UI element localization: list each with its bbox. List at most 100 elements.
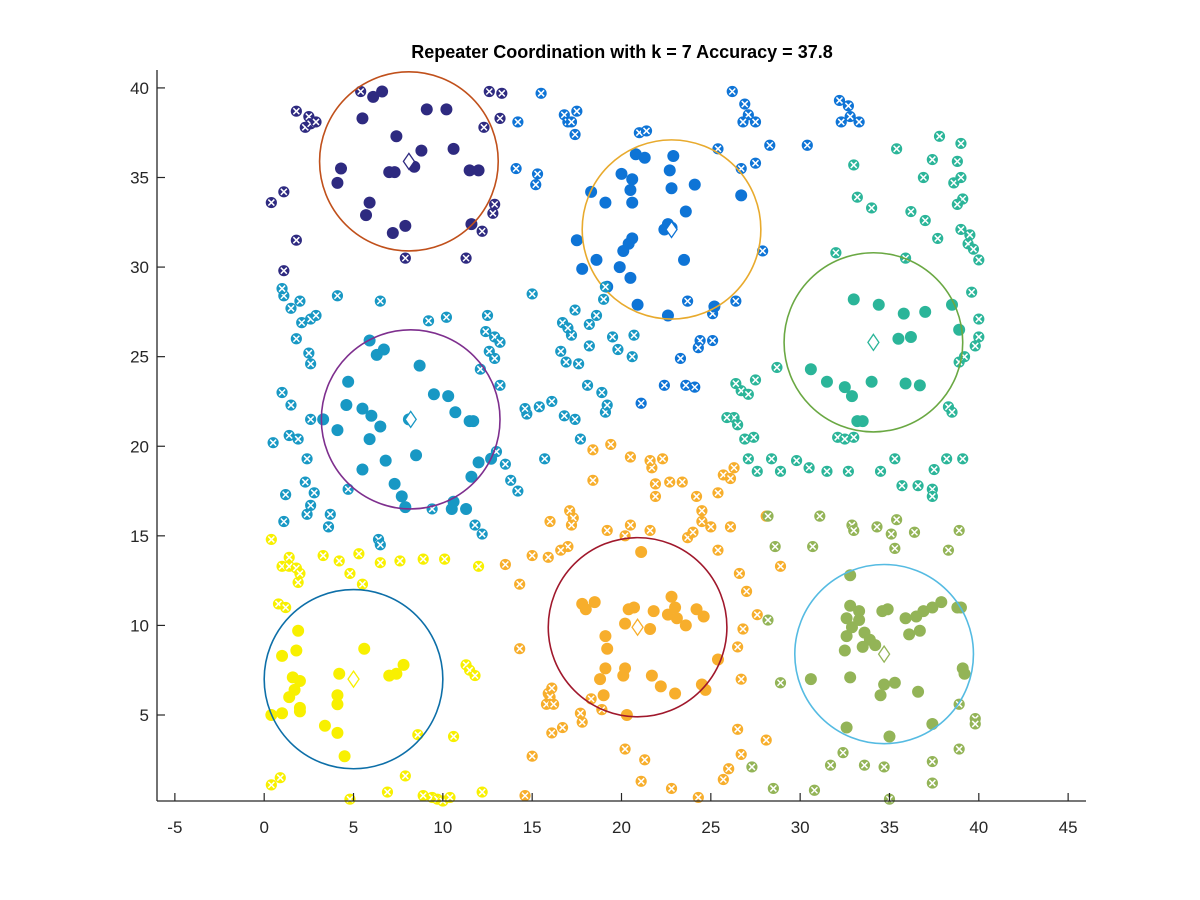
uncovered-point bbox=[440, 311, 453, 323]
uncovered-point bbox=[871, 521, 883, 533]
uncovered-point bbox=[601, 399, 613, 411]
uncovered-point bbox=[605, 438, 617, 451]
uncovered-point bbox=[548, 698, 560, 710]
uncovered-point bbox=[891, 143, 903, 155]
uncovered-point bbox=[439, 553, 451, 565]
covered-point bbox=[913, 624, 926, 637]
uncovered-point bbox=[585, 693, 597, 705]
uncovered-point bbox=[535, 87, 547, 99]
coverage-circle bbox=[263, 588, 444, 770]
covered-point bbox=[599, 630, 612, 643]
y-tick-label: 20 bbox=[130, 437, 149, 456]
covered-point bbox=[665, 182, 678, 195]
uncovered-point bbox=[964, 229, 976, 241]
x-tick-label: 40 bbox=[969, 818, 988, 837]
uncovered-point bbox=[556, 721, 569, 734]
uncovered-point bbox=[444, 791, 456, 804]
uncovered-point bbox=[296, 317, 308, 329]
covered-point bbox=[390, 130, 403, 143]
uncovered-point bbox=[932, 232, 944, 245]
uncovered-point bbox=[290, 105, 302, 117]
uncovered-point bbox=[769, 540, 781, 553]
covered-point bbox=[590, 253, 603, 266]
uncovered-point bbox=[292, 576, 304, 589]
uncovered-point bbox=[801, 139, 813, 151]
uncovered-point bbox=[926, 490, 938, 503]
uncovered-point bbox=[764, 139, 776, 151]
uncovered-point bbox=[942, 544, 955, 556]
covered-point bbox=[926, 717, 939, 730]
uncovered-point bbox=[460, 252, 472, 264]
uncovered-point bbox=[866, 202, 878, 214]
uncovered-point bbox=[374, 557, 386, 569]
uncovered-point bbox=[526, 288, 538, 300]
covered-point bbox=[840, 630, 853, 643]
uncovered-point bbox=[742, 388, 754, 400]
uncovered-point bbox=[749, 116, 762, 128]
uncovered-point bbox=[739, 98, 751, 110]
covered-point bbox=[935, 596, 948, 609]
uncovered-point bbox=[814, 510, 826, 522]
covered-point bbox=[735, 189, 748, 202]
covered-point bbox=[856, 640, 869, 653]
uncovered-point bbox=[546, 395, 558, 408]
x-tick-label: 20 bbox=[612, 818, 631, 837]
uncovered-point bbox=[576, 716, 588, 728]
uncovered-point bbox=[555, 544, 567, 556]
uncovered-point bbox=[839, 433, 851, 445]
uncovered-point bbox=[265, 196, 277, 209]
coverage-circle bbox=[793, 563, 975, 745]
covered-point bbox=[388, 477, 401, 490]
uncovered-point bbox=[760, 734, 772, 746]
uncovered-point bbox=[447, 730, 460, 743]
uncovered-point bbox=[583, 318, 595, 331]
uncovered-point bbox=[596, 386, 608, 399]
uncovered-point bbox=[851, 191, 863, 203]
uncovered-point bbox=[280, 601, 292, 614]
uncovered-point bbox=[946, 406, 958, 418]
uncovered-point bbox=[739, 433, 751, 445]
covered-point bbox=[427, 388, 440, 401]
uncovered-point bbox=[908, 526, 921, 538]
covered-point bbox=[619, 662, 632, 675]
covered-point bbox=[647, 605, 660, 618]
uncovered-point bbox=[732, 723, 744, 735]
covered-point bbox=[338, 750, 351, 763]
covered-point bbox=[410, 449, 423, 462]
uncovered-point bbox=[290, 234, 302, 246]
cluster-6 bbox=[746, 510, 981, 805]
uncovered-point bbox=[531, 168, 544, 180]
uncovered-point bbox=[481, 309, 494, 322]
uncovered-point bbox=[905, 205, 917, 218]
uncovered-point bbox=[472, 560, 485, 572]
covered-point bbox=[838, 381, 851, 394]
cluster-5 bbox=[499, 438, 787, 804]
covered-point bbox=[379, 454, 392, 467]
uncovered-point bbox=[587, 474, 599, 486]
covered-point bbox=[363, 433, 376, 446]
uncovered-point bbox=[926, 777, 938, 789]
covered-point bbox=[367, 90, 380, 103]
covered-point bbox=[356, 402, 369, 415]
uncovered-point bbox=[649, 478, 662, 490]
uncovered-point bbox=[712, 487, 724, 499]
uncovered-point bbox=[973, 254, 985, 266]
uncovered-point bbox=[969, 340, 981, 352]
uncovered-point bbox=[574, 707, 587, 719]
uncovered-point bbox=[469, 669, 481, 682]
covered-point bbox=[912, 685, 925, 698]
uncovered-point bbox=[322, 521, 335, 533]
y-tick-label: 5 bbox=[140, 706, 149, 725]
uncovered-point bbox=[599, 281, 612, 293]
covered-point bbox=[570, 234, 583, 247]
covered-point bbox=[903, 628, 916, 641]
uncovered-point bbox=[896, 480, 908, 492]
uncovered-point bbox=[267, 437, 279, 449]
uncovered-point bbox=[317, 549, 329, 562]
uncovered-point bbox=[690, 490, 703, 503]
uncovered-point bbox=[808, 784, 821, 796]
covered-point bbox=[847, 293, 860, 306]
uncovered-point bbox=[569, 413, 581, 425]
uncovered-point bbox=[355, 85, 367, 98]
uncovered-point bbox=[682, 295, 694, 307]
